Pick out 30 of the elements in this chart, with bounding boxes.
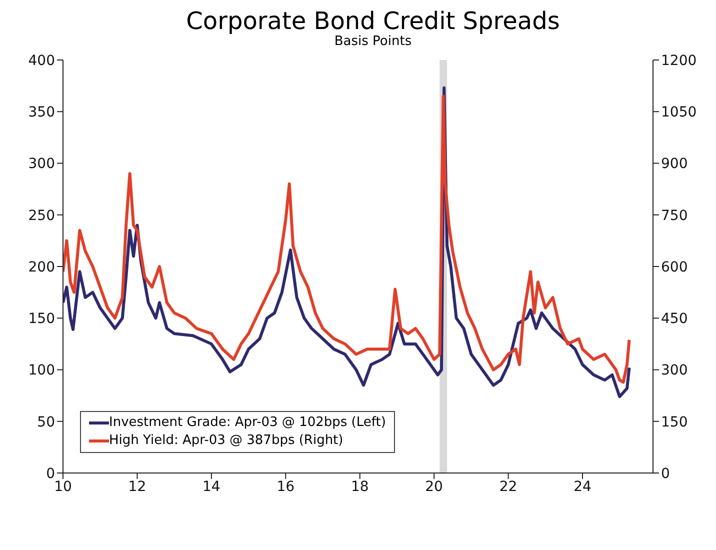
x-tick-label: 24 bbox=[574, 478, 592, 495]
legend-label: Investment Grade: Apr-03 @ 102bps (Left) bbox=[109, 414, 386, 432]
y-tick-label: 0 bbox=[46, 466, 55, 482]
legend-label: High Yield: Apr-03 @ 387bps (Right) bbox=[109, 432, 344, 450]
y-tick-label: 250 bbox=[28, 208, 55, 224]
x-tick-label: 10 bbox=[54, 478, 72, 495]
y2-tick-label: 300 bbox=[661, 362, 688, 379]
x-tick-label: 22 bbox=[499, 478, 518, 495]
y-tick-label: 400 bbox=[28, 52, 55, 69]
x-tick-label: 14 bbox=[202, 478, 220, 495]
y2-tick-label: 450 bbox=[661, 311, 688, 328]
y-tick-label: 100 bbox=[28, 362, 55, 379]
x-tick-label: 12 bbox=[128, 478, 146, 495]
y2-tick-label: 1050 bbox=[661, 104, 697, 121]
y2-tick-label: 1200 bbox=[661, 52, 697, 69]
y2-tick-label: 600 bbox=[661, 259, 688, 276]
x-tick-label: 20 bbox=[425, 478, 443, 495]
x-tick-label: 18 bbox=[350, 478, 369, 495]
y2-tick-label: 150 bbox=[661, 414, 688, 430]
y-tick-label: 300 bbox=[28, 156, 55, 172]
y2-tick-label: 900 bbox=[661, 156, 688, 172]
y-tick-label: 150 bbox=[28, 311, 55, 328]
y-tick-label: 350 bbox=[28, 104, 55, 121]
chart-title: Corporate Bond Credit Spreads bbox=[185, 7, 561, 35]
x-tick-label: 16 bbox=[276, 478, 295, 495]
y-tick-label: 50 bbox=[37, 414, 55, 430]
y2-tick-label: 750 bbox=[661, 208, 688, 224]
chart-subtitle: Basis Points bbox=[333, 34, 413, 50]
y-tick-label: 200 bbox=[28, 259, 55, 276]
y2-tick-label: 0 bbox=[661, 466, 670, 482]
